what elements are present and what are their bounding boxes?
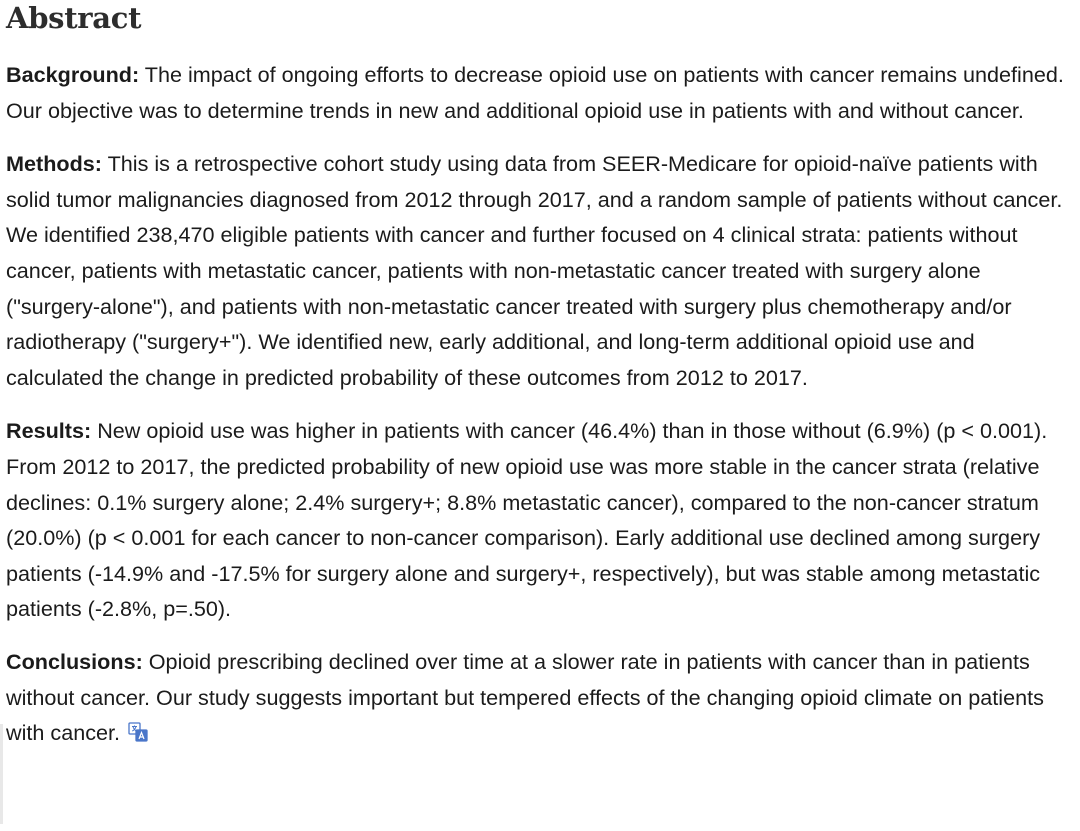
abstract-section: Abstract Background: The impact of ongoi… xyxy=(6,0,1076,751)
results-label: Results: xyxy=(6,418,92,444)
abstract-title: Abstract xyxy=(6,1,142,35)
conclusions-paragraph: Conclusions: Opioid prescribing declined… xyxy=(6,644,1076,751)
results-paragraph: Results: New opioid use was higher in pa… xyxy=(6,413,1076,627)
methods-text: This is a retrospective cohort study usi… xyxy=(6,151,1063,390)
left-margin-bar xyxy=(0,724,3,824)
conclusions-label: Conclusions: xyxy=(6,648,143,674)
translate-icon[interactable] xyxy=(128,717,148,742)
background-label: Background: xyxy=(6,62,140,87)
methods-label: Methods: xyxy=(6,151,102,177)
results-text: New opioid use was higher in patients wi… xyxy=(6,418,1048,622)
methods-paragraph: Methods: This is a retrospective cohort … xyxy=(6,146,1076,395)
background-paragraph: Background: The impact of ongoing effort… xyxy=(6,57,1076,128)
translate-icon-graphic xyxy=(128,722,148,742)
background-text: The impact of ongoing efforts to decreas… xyxy=(6,62,1064,123)
conclusions-text: Opioid prescribing declined over time at… xyxy=(6,648,1044,746)
